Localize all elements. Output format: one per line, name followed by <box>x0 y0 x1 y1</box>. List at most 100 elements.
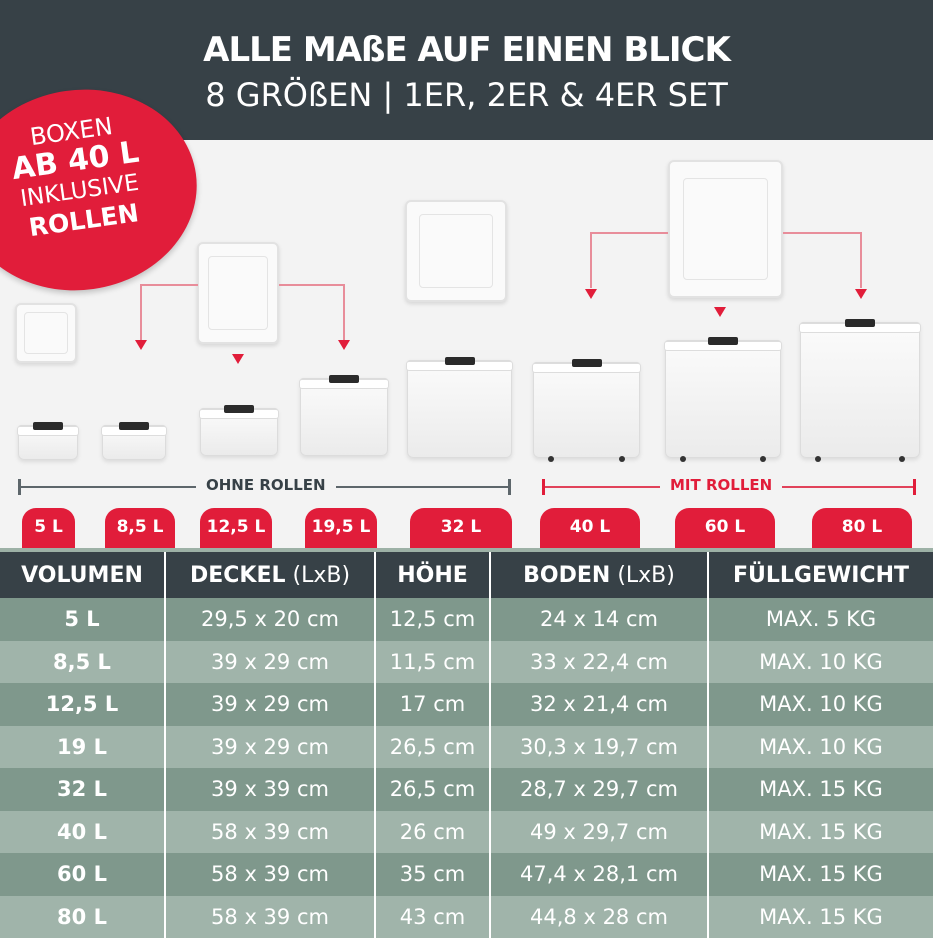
size-tag: 80 L <box>812 508 912 550</box>
column-header: BODEN (LxB) <box>490 550 708 598</box>
table-cell: 5 L <box>0 598 165 641</box>
table-cell: 12,5 cm <box>375 598 490 641</box>
size-tag: 19,5 L <box>305 508 377 550</box>
connector-line <box>140 284 142 340</box>
connector-line <box>590 232 592 288</box>
label-with-wheels: MIT ROLLEN <box>660 476 782 494</box>
table-cell: 8,5 L <box>0 641 165 684</box>
table-cell: MAX. 15 KG <box>708 768 933 811</box>
box-80l <box>800 322 920 458</box>
box-5l <box>18 425 78 460</box>
table-cell: 35 cm <box>375 853 490 896</box>
arrow-down-icon <box>338 340 350 350</box>
size-tag: 32 L <box>410 508 512 550</box>
table-cell: MAX. 10 KG <box>708 641 933 684</box>
size-tag: 12,5 L <box>200 508 272 550</box>
table-cell: 39 x 39 cm <box>165 768 375 811</box>
table-cell: 12,5 L <box>0 683 165 726</box>
table-cell: MAX. 15 KG <box>708 896 933 938</box>
table-cell: MAX. 5 KG <box>708 598 933 641</box>
table-cell: 44,8 x 28 cm <box>490 896 708 938</box>
table-cell: 30,3 x 19,7 cm <box>490 726 708 769</box>
table-cell: 26 cm <box>375 811 490 854</box>
table-cell: 26,5 cm <box>375 768 490 811</box>
table-cell: MAX. 15 KG <box>708 853 933 896</box>
lid-8-19l <box>197 242 279 344</box>
table-cell: 47,4 x 28,1 cm <box>490 853 708 896</box>
table-cell: 28,7 x 29,7 cm <box>490 768 708 811</box>
column-header-label: FÜLLGEWICHT <box>733 563 909 588</box>
bracket-without-wheels: OHNE ROLLEN <box>18 486 511 488</box>
column-header-label: BODEN <box>523 563 610 588</box>
lid-40-80l <box>668 160 783 298</box>
table-cell: 33 x 22,4 cm <box>490 641 708 684</box>
label-without-wheels: OHNE ROLLEN <box>196 476 336 494</box>
table-cell: 80 L <box>0 896 165 938</box>
table-cell: 49 x 29,7 cm <box>490 811 708 854</box>
table-cell: 24 x 14 cm <box>490 598 708 641</box>
dimensions-table: VOLUMEN DECKEL (LxB) HÖHE BODEN (LxB) FÜLLGE… <box>0 548 933 938</box>
table-cell: 26,5 cm <box>375 726 490 769</box>
table-cell: 39 x 29 cm <box>165 641 375 684</box>
table-cell: 58 x 39 cm <box>165 853 375 896</box>
table-cell: 40 L <box>0 811 165 854</box>
column-header: HÖHE <box>375 550 490 598</box>
table-cell: 29,5 x 20 cm <box>165 598 375 641</box>
arrow-down-icon <box>855 289 867 299</box>
table-cell: 32 x 21,4 cm <box>490 683 708 726</box>
size-tag: 60 L <box>675 508 775 550</box>
bracket-with-wheels: MIT ROLLEN <box>542 486 916 488</box>
table-cell: 39 x 29 cm <box>165 683 375 726</box>
box-32l <box>407 360 512 458</box>
size-tag: 40 L <box>540 508 640 550</box>
table-cell: 32 L <box>0 768 165 811</box>
table-cell: 17 cm <box>375 683 490 726</box>
lid-32l <box>405 200 507 302</box>
table-cell: 58 x 39 cm <box>165 811 375 854</box>
connector-line <box>140 284 198 286</box>
box-12-5l <box>200 408 278 456</box>
column-header-label: DECKEL <box>190 563 286 588</box>
box-60l <box>665 340 781 458</box>
table-cell: 39 x 29 cm <box>165 726 375 769</box>
connector-line <box>279 284 344 286</box>
arrow-down-icon <box>585 289 597 299</box>
column-header: VOLUMEN <box>0 550 165 598</box>
page-title: ALLE MAßE AUF EINEN BLICK <box>0 30 933 70</box>
size-tag: 8,5 L <box>105 508 175 550</box>
arrow-down-icon <box>714 307 726 317</box>
table-cell: 19 L <box>0 726 165 769</box>
table-cell: 43 cm <box>375 896 490 938</box>
lid-5l <box>15 303 77 363</box>
column-header-label: VOLUMEN <box>21 563 143 588</box>
table-cell: 11,5 cm <box>375 641 490 684</box>
column-header: FÜLLGEWICHT <box>708 550 933 598</box>
arrow-down-icon <box>232 354 244 364</box>
size-tag: 5 L <box>22 508 75 550</box>
connector-line <box>860 232 862 288</box>
table-cell: 58 x 39 cm <box>165 896 375 938</box>
connector-line <box>590 232 668 234</box>
box-19-5l <box>300 378 388 456</box>
column-header-label: HÖHE <box>397 563 468 588</box>
table-cell: 60 L <box>0 853 165 896</box>
wheels-badge: BOXEN AB 40 L INKLUSIVE ROLLEN <box>0 75 210 306</box>
box-40l <box>533 362 640 458</box>
connector-line <box>783 232 861 234</box>
column-header: DECKEL (LxB) <box>165 550 375 598</box>
table-header-row: VOLUMEN DECKEL (LxB) HÖHE BODEN (LxB) FÜLLGE… <box>0 550 933 598</box>
connector-line <box>343 284 345 340</box>
box-8-5l <box>102 425 166 460</box>
column-header-unit: (LxB) <box>610 563 675 588</box>
column-header-unit: (LxB) <box>286 563 351 588</box>
table-cell: MAX. 10 KG <box>708 683 933 726</box>
table-cell: MAX. 10 KG <box>708 726 933 769</box>
